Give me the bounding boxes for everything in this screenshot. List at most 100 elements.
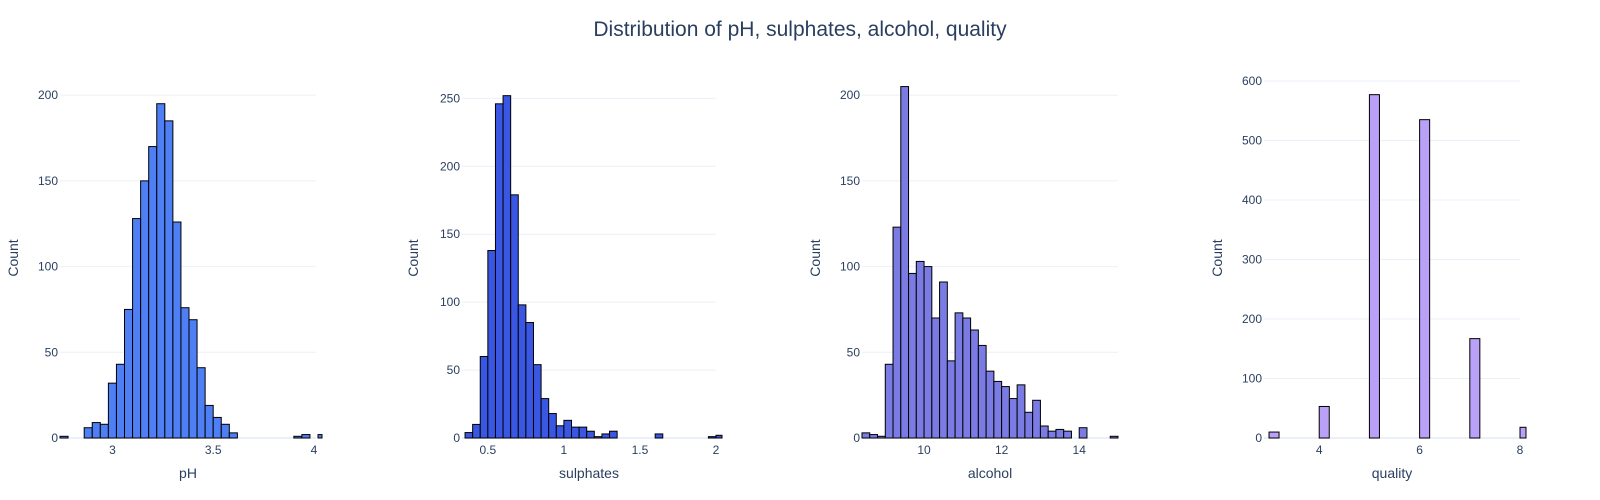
y-tick-label: 200 [840, 88, 860, 102]
histogram-bar [923, 266, 933, 439]
histogram-bar [985, 370, 995, 439]
histogram-bar [301, 434, 311, 439]
y-tick-label: 200 [38, 88, 58, 102]
y-tick-label: 100 [38, 260, 58, 274]
chart-title: Distribution of pH, sulphates, alcohol, … [593, 18, 1007, 41]
x-tick-label: 3.5 [205, 443, 222, 457]
histogram-bar [1519, 426, 1527, 439]
histogram-bar [140, 180, 150, 439]
histogram-bar [502, 95, 512, 439]
histogram-bar [601, 433, 611, 439]
x-tick-label: 8 [1517, 443, 1524, 457]
histogram-bar [563, 419, 573, 439]
histogram-bar [555, 425, 565, 439]
histogram-bar [132, 218, 142, 439]
y-tick-label: 400 [1242, 193, 1262, 207]
y-tick-label: 250 [440, 91, 460, 105]
histogram-bar [892, 226, 902, 439]
y-tick-label: 50 [847, 345, 861, 359]
histogram-bar [993, 380, 1003, 439]
y-tick-label: 150 [440, 227, 460, 241]
y-axis-label: Count [405, 239, 421, 276]
histogram-bar [525, 322, 534, 439]
x-tick-label: 12 [995, 443, 1009, 457]
histogram-bar [1001, 386, 1010, 439]
histogram-bar [1063, 430, 1072, 439]
histogram-bar [115, 363, 126, 439]
histogram-bar [915, 260, 925, 439]
histogram-bar [939, 281, 948, 439]
histogram-bar [609, 430, 618, 439]
histogram-bar [715, 434, 723, 439]
x-axis-label: alcohol [968, 465, 1012, 481]
histogram-bar [59, 435, 69, 439]
histogram-bar [877, 435, 886, 439]
x-tick-label: 4 [311, 443, 318, 457]
histogram-bar [293, 435, 303, 439]
histogram-bar [931, 317, 941, 439]
y-tick-label: 0 [853, 431, 860, 445]
y-tick-label: 100 [1242, 371, 1262, 385]
histogram-bar [164, 120, 174, 439]
histogram-bar [1024, 411, 1034, 439]
histogram-bar [1368, 94, 1380, 439]
y-tick-label: 600 [1242, 74, 1262, 88]
histogram-bar [970, 329, 979, 439]
histogram-bar [464, 432, 474, 439]
x-tick-label: 0.5 [480, 443, 497, 457]
y-tick-label: 50 [447, 363, 461, 377]
histogram-bar [1047, 430, 1057, 439]
histogram-bar [91, 422, 101, 439]
histogram-bar [900, 86, 910, 439]
y-tick-label: 0 [453, 431, 460, 445]
histogram-bar [1008, 398, 1018, 439]
x-tick-label: 10 [917, 443, 931, 457]
histogram-bar [212, 416, 222, 439]
histogram-bar [962, 317, 972, 439]
histogram-bar [1039, 425, 1049, 439]
histogram-bar [532, 364, 542, 439]
y-tick-label: 200 [1242, 312, 1262, 326]
x-axis-label: quality [1372, 465, 1412, 481]
y-tick-label: 150 [38, 174, 58, 188]
histogram-bar [124, 308, 134, 439]
x-tick-label: 4 [1316, 443, 1323, 457]
histogram-bar [1268, 431, 1280, 439]
histogram-bar [861, 432, 871, 439]
x-axis-label: sulphates [559, 465, 619, 481]
y-tick-label: 50 [45, 345, 59, 359]
y-tick-label: 200 [440, 159, 460, 173]
histogram-bar [1032, 399, 1041, 439]
histogram-bar [228, 432, 238, 439]
histogram-bar [204, 404, 214, 439]
y-tick-label: 300 [1242, 252, 1262, 266]
histogram-bar [494, 103, 504, 439]
histogram-bar [884, 363, 894, 439]
y-tick-label: 0 [51, 431, 58, 445]
histogram-bar [107, 382, 117, 439]
y-tick-label: 100 [840, 260, 860, 274]
histogram-bar [83, 427, 93, 439]
x-tick-label: 3 [109, 443, 116, 457]
histogram-bar [1016, 384, 1026, 439]
histogram-bar [99, 423, 109, 439]
histogram-bar [510, 194, 519, 439]
histogram-bar [869, 434, 879, 439]
histogram-bar [946, 360, 956, 439]
histogram-bar [548, 413, 557, 439]
histogram-bar [196, 367, 206, 439]
histogram-bar [487, 250, 496, 439]
histogram-bar [1078, 427, 1088, 439]
x-axis-label: pH [179, 465, 197, 481]
histogram-bar [156, 103, 166, 439]
x-tick-label: 1.5 [632, 443, 649, 457]
x-tick-label: 6 [1416, 443, 1423, 457]
y-axis-label: Count [1209, 239, 1225, 276]
y-tick-label: 500 [1242, 133, 1262, 147]
x-tick-label: 14 [1073, 443, 1087, 457]
histogram-bar [188, 319, 198, 439]
histogram-bar [1419, 119, 1431, 439]
histogram-bar [654, 433, 664, 439]
x-tick-label: 1 [561, 443, 568, 457]
